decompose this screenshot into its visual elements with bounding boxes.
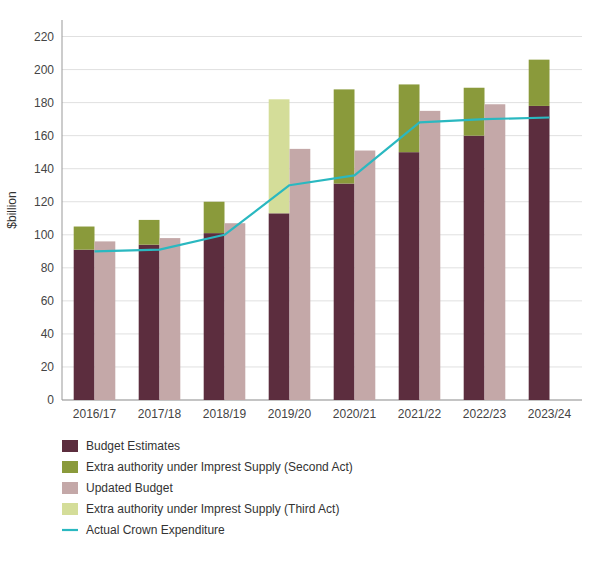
y-tick-label: 200 bbox=[34, 63, 54, 77]
bar bbox=[204, 201, 225, 202]
line bbox=[95, 117, 550, 251]
y-tick-label: 160 bbox=[34, 129, 54, 143]
y-axis-line bbox=[62, 20, 63, 400]
y-tick-label: 80 bbox=[41, 261, 55, 275]
marks bbox=[74, 60, 550, 400]
grid bbox=[62, 37, 582, 400]
legend-label: Extra authority under Imprest Supply (Th… bbox=[86, 502, 339, 516]
chart: 0 20 40 60 80 100 120 140 160 180 200 220 $billion 20… bbox=[0, 0, 600, 586]
legend-label: Extra authority under Imprest Supply (Se… bbox=[86, 460, 353, 474]
bar bbox=[334, 89, 355, 183]
bar bbox=[290, 149, 311, 400]
bar bbox=[355, 151, 376, 400]
x-tick-label: 2016/17 bbox=[73, 407, 117, 421]
bar bbox=[464, 136, 485, 400]
y-axis-label: $billion bbox=[5, 191, 19, 228]
bar bbox=[485, 104, 506, 400]
legend-label: Actual Crown Expenditure bbox=[86, 523, 225, 537]
bar bbox=[529, 106, 550, 400]
legend-swatch bbox=[62, 482, 78, 494]
bar bbox=[464, 87, 485, 88]
bar bbox=[334, 89, 355, 90]
bar bbox=[74, 250, 95, 400]
grid-line bbox=[62, 102, 582, 103]
y-tick-label: 220 bbox=[34, 30, 54, 44]
bar bbox=[529, 60, 550, 106]
x-tick-label: 2021/22 bbox=[398, 407, 442, 421]
x-tick-label: 2018/19 bbox=[203, 407, 247, 421]
grid-line bbox=[62, 36, 582, 37]
y-tick-label: 180 bbox=[34, 96, 54, 110]
x-ticks: 2016/17 2017/18 2018/19 2019/20 2020/21 2021/… bbox=[73, 407, 572, 421]
bar bbox=[550, 400, 571, 401]
bar bbox=[225, 223, 246, 400]
bar bbox=[464, 88, 485, 136]
legend-label: Budget Estimates bbox=[86, 439, 180, 453]
y-ticks: 0 20 40 60 80 100 120 140 160 180 200 220 bbox=[34, 30, 54, 407]
bar bbox=[269, 213, 290, 400]
bar bbox=[204, 202, 225, 233]
x-tick-label: 2022/23 bbox=[463, 407, 507, 421]
bar bbox=[139, 220, 160, 245]
y-tick-label: 140 bbox=[34, 162, 54, 176]
bar bbox=[139, 219, 160, 220]
x-tick-label: 2017/18 bbox=[138, 407, 182, 421]
y-tick-label: 20 bbox=[41, 360, 55, 374]
y-tick-label: 120 bbox=[34, 195, 54, 209]
y-tick-label: 40 bbox=[41, 327, 55, 341]
bar bbox=[139, 245, 160, 400]
bar bbox=[74, 226, 95, 227]
bar bbox=[74, 227, 95, 250]
bar bbox=[529, 59, 550, 60]
bar bbox=[334, 184, 355, 400]
bar bbox=[420, 111, 441, 400]
bar bbox=[399, 152, 420, 400]
bar bbox=[269, 99, 290, 213]
y-tick-label: 100 bbox=[34, 228, 54, 242]
legend-swatch bbox=[62, 461, 78, 473]
legend: Budget Estimates Extra authority under Im… bbox=[62, 439, 353, 537]
x-tick-label: 2023/24 bbox=[528, 407, 572, 421]
x-tick-label: 2019/20 bbox=[268, 407, 312, 421]
bar bbox=[399, 84, 420, 152]
legend-swatch bbox=[62, 440, 78, 452]
legend-label: Updated Budget bbox=[86, 481, 173, 495]
grid-line bbox=[62, 69, 582, 70]
x-tick-label: 2020/21 bbox=[333, 407, 377, 421]
legend-swatch bbox=[62, 503, 78, 515]
bar bbox=[399, 84, 420, 85]
bar bbox=[160, 238, 181, 400]
bar bbox=[204, 233, 225, 400]
y-tick-label: 0 bbox=[47, 393, 54, 407]
bar bbox=[95, 241, 116, 400]
legend-swatch bbox=[62, 529, 78, 531]
y-tick-label: 60 bbox=[41, 294, 55, 308]
